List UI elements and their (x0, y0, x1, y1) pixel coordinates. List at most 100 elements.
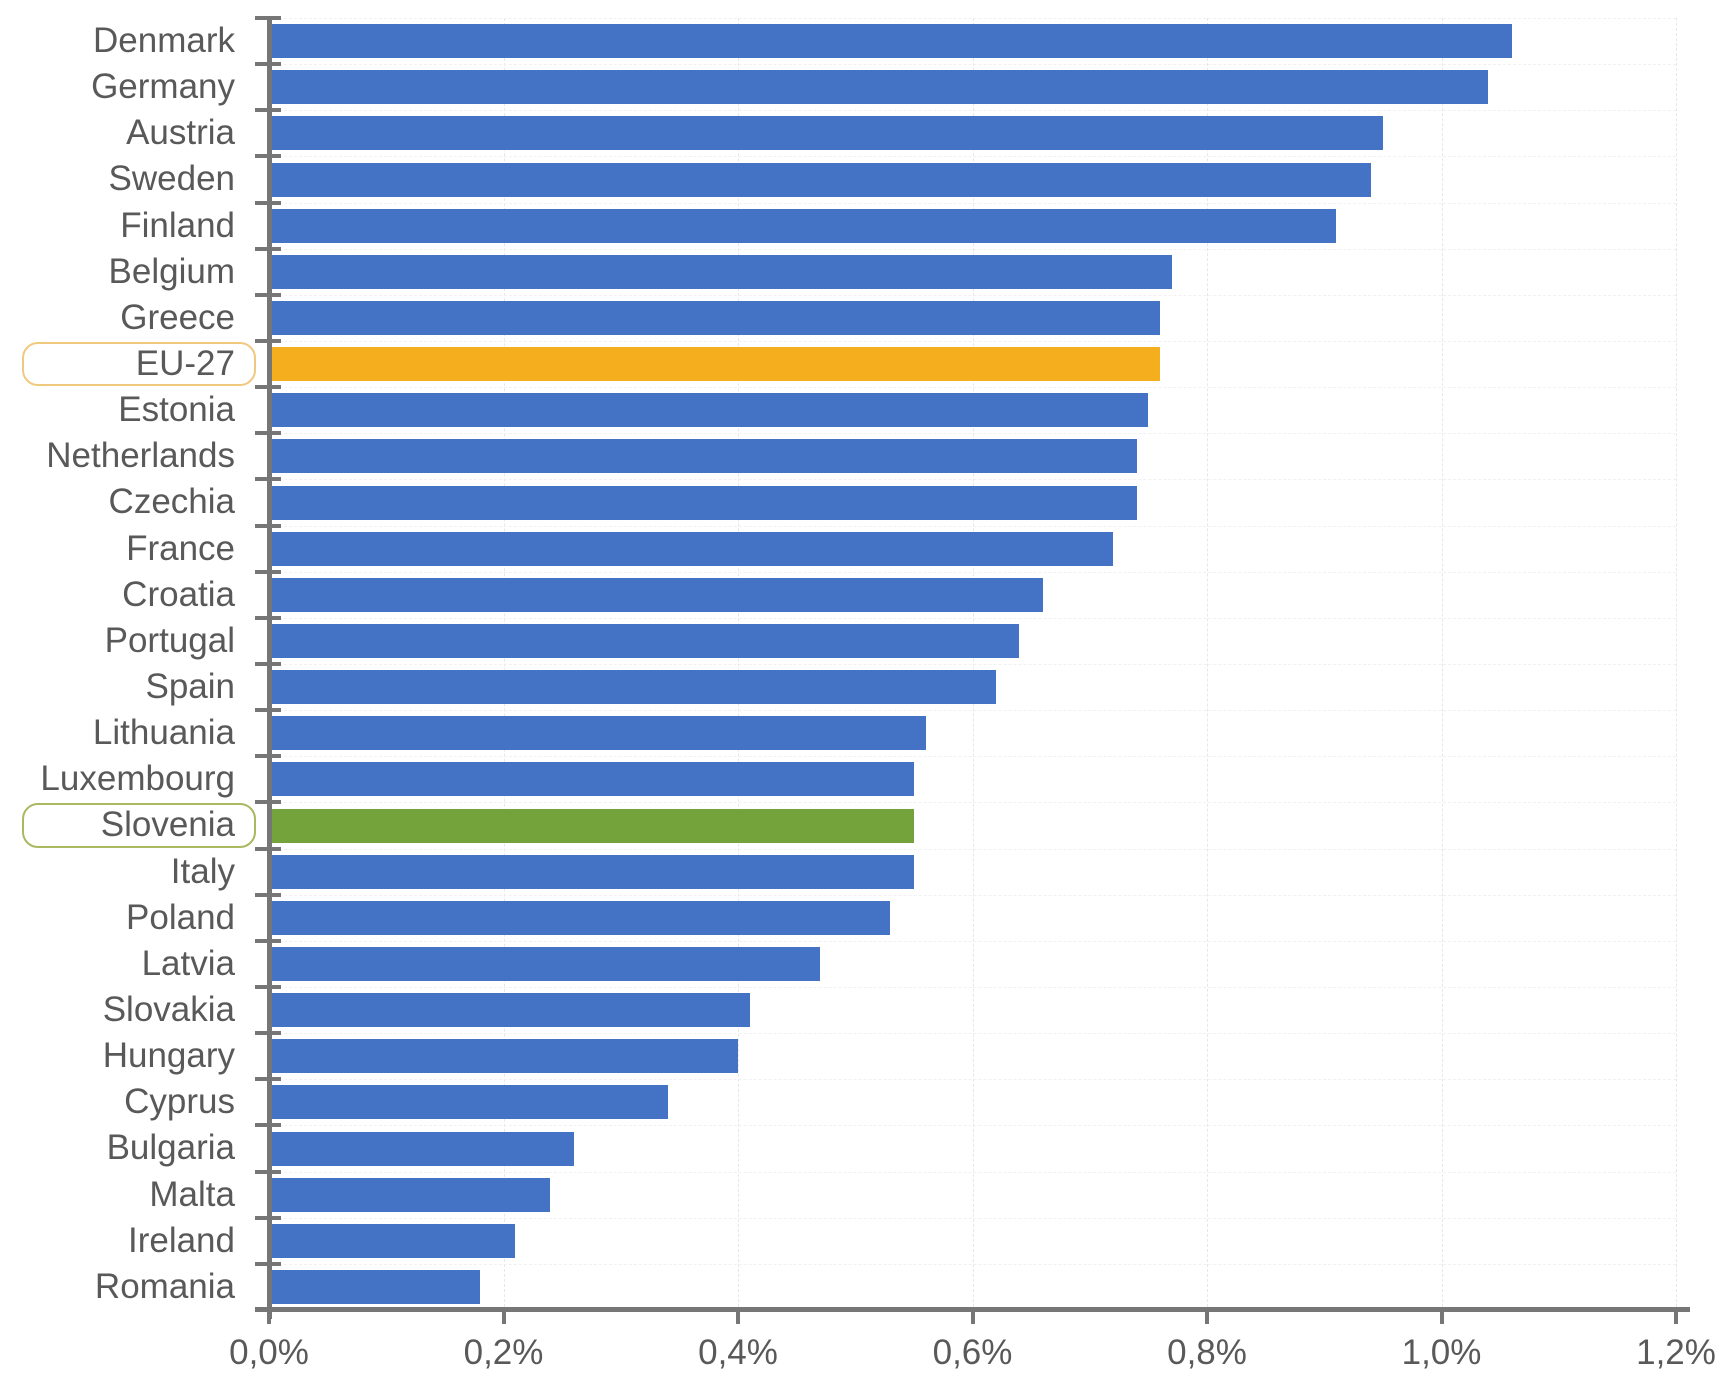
bar-croatia (272, 577, 1043, 612)
row-gridline (269, 802, 1676, 804)
vertical-gridline (1207, 18, 1208, 1307)
bar-ireland (272, 1223, 516, 1258)
category-label-germany: Germany (91, 67, 235, 107)
x-axis-tick (1674, 1307, 1678, 1324)
category-axis-tick (255, 16, 281, 20)
category-axis-tick (255, 246, 281, 251)
category-label-greece: Greece (120, 297, 235, 337)
row-gridline (269, 433, 1676, 435)
row-gridline (269, 1125, 1676, 1127)
bar-slovenia (272, 808, 914, 843)
bar-eu-27 (272, 347, 1161, 382)
category-label-cyprus: Cyprus (124, 1082, 235, 1122)
bar-belgium (272, 254, 1172, 289)
x-axis-tick (267, 1307, 271, 1324)
row-gridline (269, 525, 1676, 527)
row-gridline (269, 710, 1676, 712)
x-axis-tick-label: 0,0% (229, 1333, 309, 1372)
row-gridline (269, 940, 1676, 942)
x-axis-tick-label: 0,4% (698, 1333, 778, 1372)
row-gridline (269, 341, 1676, 342)
bar-portugal (272, 623, 1020, 658)
category-label-ireland: Ireland (127, 1220, 235, 1260)
bar-latvia (272, 946, 821, 981)
category-axis-tick (255, 985, 281, 989)
bar-estonia (272, 393, 1149, 428)
category-axis-tick (255, 62, 281, 67)
row-gridline (269, 894, 1676, 896)
category-label-denmark: Denmark (93, 21, 235, 60)
category-axis-tick (255, 339, 281, 343)
bar-france (272, 531, 1114, 566)
x-axis-tick-label: 1,0% (1401, 1333, 1482, 1372)
category-axis-tick (255, 1123, 281, 1128)
category-label-croatia: Croatia (122, 574, 235, 614)
category-axis-tick (255, 1077, 281, 1082)
category-label-hungary: Hungary (102, 1036, 235, 1076)
category-axis-tick (255, 108, 281, 113)
bar-romania (272, 1269, 481, 1304)
x-axis-tick (501, 1307, 506, 1324)
bar-denmark (272, 24, 1512, 59)
x-axis-tick-label: 1,2% (1636, 1333, 1716, 1372)
row-gridline (269, 1033, 1676, 1035)
bar-netherlands (272, 439, 1137, 474)
category-axis-tick (255, 1031, 281, 1036)
row-gridline (269, 1263, 1676, 1265)
category-label-estonia: Estonia (118, 390, 235, 430)
x-axis-tick (1205, 1307, 1209, 1324)
row-gridline (269, 156, 1676, 158)
bar-lithuania (272, 716, 926, 751)
category-axis-tick (255, 754, 281, 759)
category-axis-tick (255, 292, 281, 297)
category-label-poland: Poland (126, 897, 235, 937)
category-axis-tick (255, 569, 281, 574)
bar-slovakia (272, 993, 750, 1028)
category-axis-tick (255, 477, 281, 482)
category-axis-tick (255, 800, 281, 805)
category-axis-tick (255, 662, 281, 666)
row-gridline (269, 64, 1676, 66)
x-axis-tick (1439, 1307, 1444, 1324)
row-gridline (269, 571, 1676, 573)
bar-spain (272, 670, 996, 705)
row-gridline (269, 479, 1676, 481)
row-gridline (269, 294, 1676, 296)
bar-hungary (272, 1039, 738, 1074)
category-axis-tick (255, 615, 281, 620)
category-label-slovenia: Slovenia (100, 805, 235, 845)
bar-sweden (272, 162, 1372, 197)
x-axis-tick-label: 0,8% (1167, 1333, 1247, 1372)
category-label-austria: Austria (126, 113, 235, 153)
row-gridline (269, 1171, 1676, 1173)
category-axis-tick (255, 200, 281, 205)
category-axis-tick (255, 154, 281, 159)
vertical-gridline (503, 18, 505, 1307)
category-axis-tick (255, 708, 281, 713)
category-label-spain: Spain (145, 667, 235, 706)
highlight-box-eu-27 (22, 342, 256, 387)
vertical-gridline (738, 18, 739, 1307)
x-axis-tick (736, 1307, 740, 1324)
category-axis-tick (255, 938, 281, 943)
row-gridline (269, 248, 1676, 250)
category-label-slovakia: Slovakia (102, 990, 235, 1029)
category-label-finland: Finland (120, 205, 235, 245)
category-label-portugal: Portugal (104, 620, 235, 660)
category-label-luxembourg: Luxembourg (40, 759, 235, 799)
category-axis-tick (255, 431, 281, 436)
bar-malta (272, 1177, 551, 1212)
category-label-belgium: Belgium (108, 251, 235, 291)
category-label-bulgaria: Bulgaria (106, 1128, 235, 1168)
row-gridline (269, 987, 1676, 988)
bar-poland (272, 900, 891, 935)
row-gridline (269, 756, 1676, 758)
row-gridline (269, 202, 1676, 204)
category-label-malta: Malta (149, 1174, 235, 1214)
category-label-france: France (126, 528, 235, 568)
category-axis-tick (255, 892, 281, 897)
category-label-sweden: Sweden (108, 159, 235, 199)
bar-italy (272, 854, 914, 889)
vertical-gridline (1676, 18, 1677, 1307)
